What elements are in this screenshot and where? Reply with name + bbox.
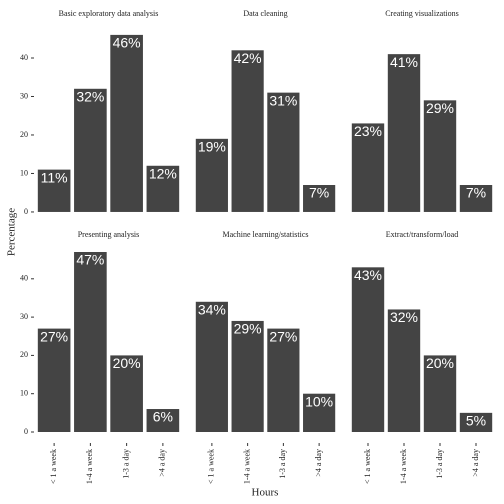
panel-title: Presenting analysis (78, 230, 140, 239)
value-label: 31% (269, 92, 297, 108)
x-tick-label: < 1 a week (207, 449, 216, 484)
y-tick-label: 20 (20, 350, 28, 359)
y-axis-label: Percentage (6, 208, 18, 256)
bar (37, 328, 71, 432)
value-label: 6% (153, 409, 173, 425)
bar (37, 169, 71, 212)
bar (146, 409, 180, 432)
bar (231, 320, 264, 432)
value-label: 41% (390, 54, 418, 70)
x-tick-label: 1-4 a week (242, 449, 251, 484)
x-tick-label: >4 a day (471, 449, 480, 477)
value-label: 20% (113, 355, 141, 371)
value-label: 12% (149, 165, 177, 181)
bar (351, 267, 385, 432)
value-label: 27% (40, 328, 68, 344)
panel-title: Data cleaning (243, 9, 287, 18)
value-label: 23% (354, 123, 382, 139)
value-label: 7% (466, 185, 486, 201)
value-label: 11% (41, 169, 68, 185)
bar (459, 412, 493, 432)
panel-title: Creating visualizations (385, 9, 459, 18)
y-tick-label: 40 (20, 53, 28, 62)
panel-title: Extract/transform/load (386, 230, 458, 239)
bar (74, 88, 107, 212)
x-tick-label: < 1 a week (363, 449, 372, 484)
x-tick-label: 1-3 a day (278, 449, 287, 479)
bar (195, 301, 228, 432)
x-tick-label: >4 a day (158, 449, 167, 477)
bar (303, 393, 336, 432)
y-tick-label: 0 (24, 427, 28, 436)
value-label: 7% (309, 185, 329, 201)
bar (74, 252, 107, 432)
x-tick-label: < 1 a week (49, 449, 58, 484)
bar (423, 355, 457, 432)
bar (110, 355, 143, 432)
bar (110, 34, 143, 212)
bar (231, 50, 264, 212)
bar (303, 185, 336, 212)
bar (387, 54, 421, 212)
bar (459, 185, 493, 212)
y-tick-label: 30 (20, 312, 28, 321)
x-tick-label: 1-3 a day (121, 449, 130, 479)
value-label: 32% (76, 88, 104, 104)
value-label: 29% (426, 100, 454, 116)
bar (146, 165, 180, 212)
value-label: 46% (113, 35, 141, 51)
bar (423, 100, 457, 212)
x-axis-label: Hours (252, 487, 279, 499)
bar (387, 309, 421, 432)
value-label: 29% (234, 321, 262, 337)
bar (267, 92, 300, 212)
bar (351, 123, 385, 212)
value-label: 32% (390, 309, 418, 325)
bar (267, 328, 300, 432)
value-label: 5% (466, 413, 486, 429)
value-label: 43% (354, 267, 382, 283)
value-label: 42% (234, 50, 262, 66)
panel-title: Basic exploratory data analysis (59, 9, 159, 18)
x-tick-label: >4 a day (314, 449, 323, 477)
y-tick-label: 0 (24, 207, 28, 216)
panel-title: Machine learning/statistics (223, 230, 309, 239)
value-label: 47% (76, 252, 104, 268)
y-tick-label: 20 (20, 130, 28, 139)
y-tick-label: 10 (20, 389, 28, 398)
x-tick-label: 1-3 a day (435, 449, 444, 479)
y-tick-label: 40 (20, 274, 28, 283)
y-tick-label: 30 (20, 91, 28, 100)
value-label: 34% (198, 301, 226, 317)
y-tick-label: 10 (20, 168, 28, 177)
bar (195, 138, 228, 212)
value-label: 27% (269, 328, 297, 344)
x-tick-label: 1-4 a week (399, 449, 408, 484)
value-label: 10% (305, 393, 333, 409)
value-label: 19% (198, 139, 226, 155)
x-tick-label: 1-4 a week (85, 449, 94, 484)
value-label: 20% (426, 355, 454, 371)
